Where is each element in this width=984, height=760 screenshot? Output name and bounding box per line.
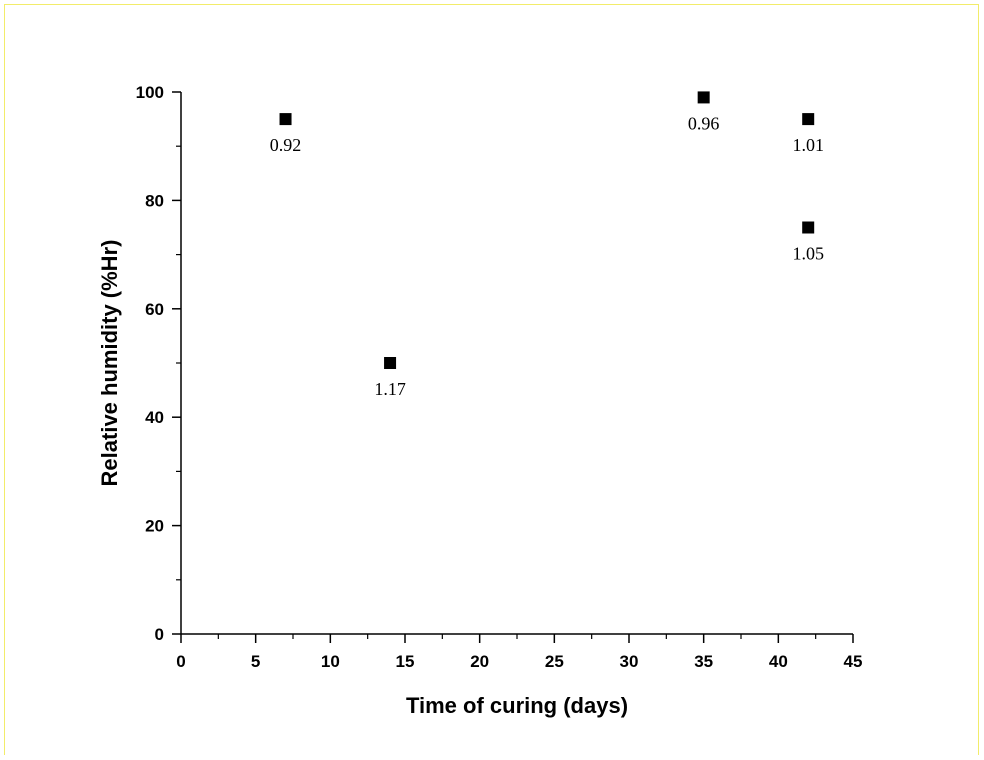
x-tick-label: 35 — [694, 652, 713, 671]
x-tick-label: 40 — [769, 652, 788, 671]
x-tick-label: 15 — [396, 652, 415, 671]
data-point — [802, 221, 815, 234]
x-tick-label: 30 — [620, 652, 639, 671]
x-ticks: 0 5 10 15 20 25 30 35 40 45 — [176, 634, 862, 671]
data-point-label: 1.01 — [792, 135, 824, 155]
y-tick-label: 100 — [136, 83, 164, 102]
y-ticks: 0 20 40 60 80 100 — [136, 83, 181, 644]
data-point — [802, 113, 815, 126]
y-tick-label: 80 — [145, 191, 164, 210]
data-point-label: 0.96 — [688, 113, 720, 133]
x-tick-label: 0 — [176, 652, 185, 671]
y-tick-label: 40 — [145, 408, 164, 427]
data-point-label: 0.92 — [270, 135, 302, 155]
x-tick-label: 20 — [470, 652, 489, 671]
data-point-label: 1.05 — [792, 244, 824, 264]
y-tick-label: 60 — [145, 300, 164, 319]
x-tick-label: 25 — [545, 652, 564, 671]
x-axis-title: Time of curing (days) — [406, 693, 628, 718]
data-point — [384, 357, 397, 369]
data-points: 0.92 1.17 0.96 1.01 1.05 — [270, 91, 824, 399]
y-axis-title: Relative humidity (%Hr) — [97, 240, 122, 487]
figure-frame — [4, 4, 979, 755]
x-tick-label: 10 — [321, 652, 340, 671]
data-point-label: 1.17 — [374, 379, 406, 399]
data-point — [697, 91, 710, 104]
y-tick-label: 20 — [145, 517, 164, 536]
data-point — [279, 113, 292, 126]
x-tick-label: 5 — [251, 652, 260, 671]
x-tick-label: 45 — [844, 652, 863, 671]
y-tick-label: 0 — [155, 625, 164, 644]
axes — [180, 92, 853, 635]
